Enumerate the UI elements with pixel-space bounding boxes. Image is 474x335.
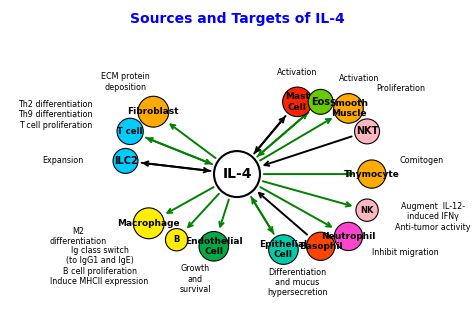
Text: Differentiation
and mucus
hypersecretion: Differentiation and mucus hypersecretion [267,268,328,297]
Text: Fibroblast: Fibroblast [128,107,179,116]
Circle shape [308,89,333,114]
Text: Eos: Eos [311,97,330,107]
Circle shape [113,148,138,174]
Circle shape [307,232,335,260]
Text: M2
differentiation: M2 differentiation [50,227,107,246]
Text: Th2 differentiation
Th9 differentiation
T cell proliferation: Th2 differentiation Th9 differentiation … [18,100,93,130]
Circle shape [133,208,164,239]
Text: Sources and Targets of IL-4: Sources and Targets of IL-4 [129,12,345,25]
Text: Expansion: Expansion [43,156,84,165]
Circle shape [357,160,386,188]
Text: ECM protein
deposition: ECM protein deposition [101,72,150,92]
Text: Ig class switch
(to IgG1 and IgE)
B cell proliferation
Induce MHCII expression: Ig class switch (to IgG1 and IgE) B cell… [51,246,149,286]
Text: Neutrophil: Neutrophil [321,232,376,241]
Text: ILC2: ILC2 [114,156,137,166]
Text: Inhibit migration: Inhibit migration [372,248,438,257]
Text: Comitogen: Comitogen [400,156,444,165]
Text: Proliferation: Proliferation [376,84,425,93]
Circle shape [283,87,312,117]
Circle shape [165,228,188,251]
Text: Basophil: Basophil [299,242,342,251]
Text: Mast
Cell: Mast Cell [285,92,310,112]
Circle shape [269,235,298,264]
Circle shape [334,222,363,251]
Text: Endothelial
Cell: Endothelial Cell [185,237,243,256]
Circle shape [138,96,169,127]
Text: NK: NK [360,206,374,215]
Text: Growth
and
survival: Growth and survival [180,264,211,294]
Circle shape [356,199,378,221]
Text: B: B [173,235,180,244]
Circle shape [199,231,228,261]
Circle shape [214,151,260,197]
Text: Smooth
Muscle: Smooth Muscle [329,99,368,118]
Circle shape [117,118,143,144]
Text: Activation: Activation [277,68,318,77]
Text: Thymocyte: Thymocyte [344,170,400,179]
Circle shape [355,119,380,144]
Circle shape [334,94,363,123]
Text: T cell: T cell [118,127,143,136]
Text: Epithelial
Cell: Epithelial Cell [259,240,308,259]
Text: Macrophage: Macrophage [118,219,180,228]
Text: Activation: Activation [339,74,380,83]
Text: NKT: NKT [356,126,378,136]
Text: IL-4: IL-4 [222,167,252,181]
Text: Augment  IL-12-
induced IFNγ
Anti-tumor activity: Augment IL-12- induced IFNγ Anti-tumor a… [395,202,470,231]
